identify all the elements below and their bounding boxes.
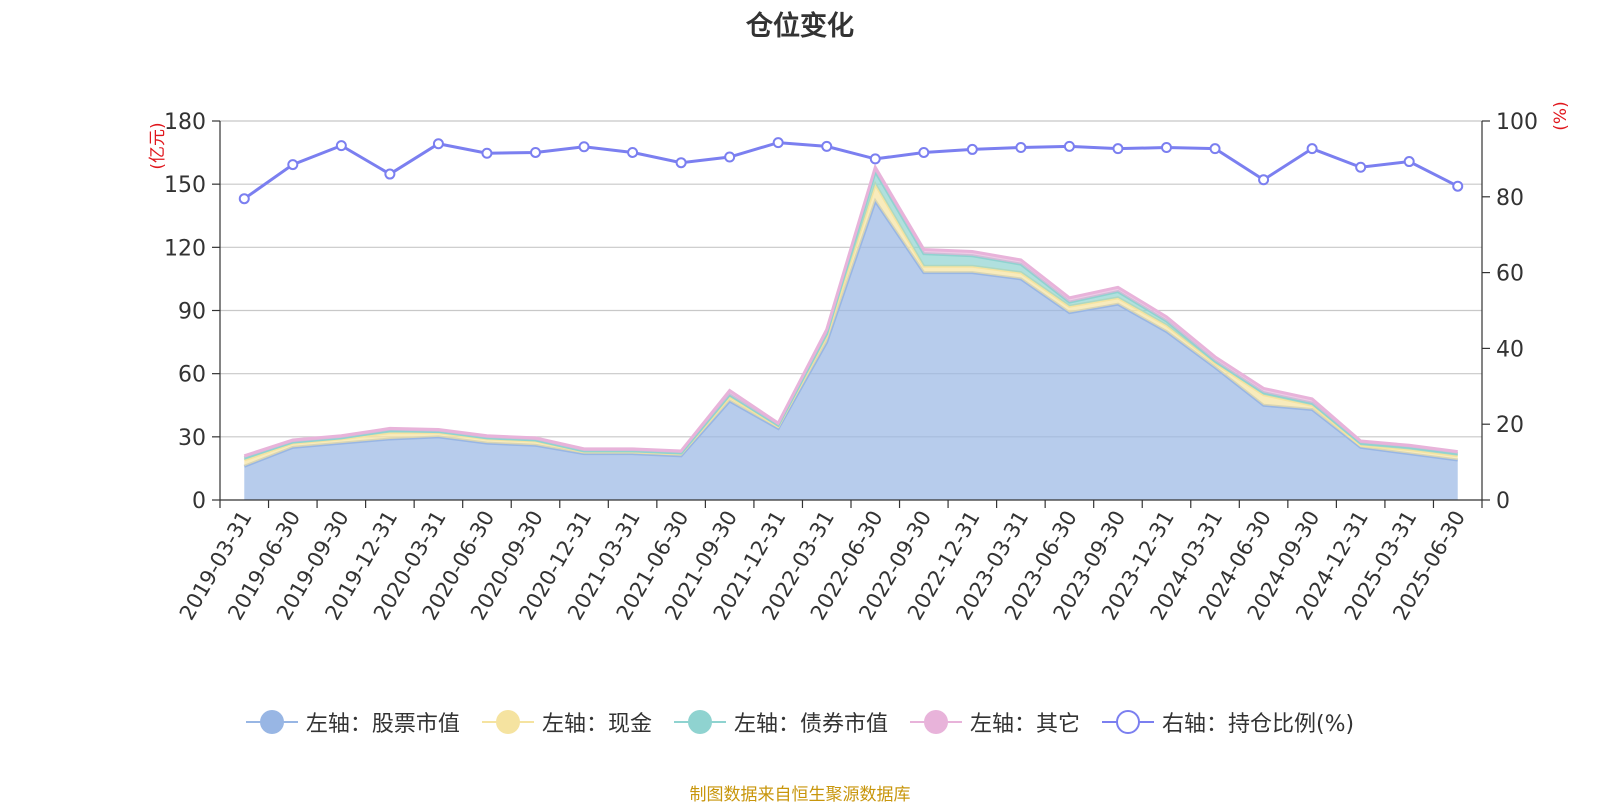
- legend-item[interactable]: 左轴：现金: [481, 706, 652, 738]
- ratio-point: [432, 138, 444, 150]
- ratio-point: [918, 146, 930, 158]
- legend-marker-icon: [245, 707, 298, 737]
- ratio-point: [1112, 143, 1124, 155]
- ratio-point: [1015, 142, 1027, 154]
- legend-label: 左轴：现金: [541, 712, 652, 737]
- legend-marker-icon: [481, 707, 534, 737]
- area-edge-左轴：其它: [243, 163, 1458, 458]
- right-axis-unit: (%): [1551, 101, 1571, 130]
- left-tick-label: 0: [192, 489, 206, 514]
- ratio-point: [1258, 174, 1270, 186]
- chart-title: 仓位变化: [746, 11, 854, 42]
- stacked-areas: [243, 163, 1458, 500]
- left-axis-unit: (亿元): [148, 122, 168, 169]
- area-左轴：现金: [244, 184, 1458, 467]
- source-note: 制图数据来自恒生聚源数据库: [689, 785, 911, 805]
- ratio-point: [1306, 143, 1318, 155]
- left-tick-label: 150: [164, 173, 206, 198]
- legend-item[interactable]: 左轴：债券市值: [673, 706, 888, 738]
- left-tick-label: 120: [164, 236, 206, 261]
- legend-marker-icon: [673, 707, 726, 737]
- right-tick-label: 0: [1496, 489, 1510, 514]
- left-tick-label: 90: [178, 300, 206, 325]
- ratio-point: [530, 146, 541, 158]
- legend-label: 左轴：其它: [969, 712, 1080, 737]
- ratio-point: [966, 143, 978, 155]
- legend-marker-icon: [1101, 707, 1154, 737]
- ratio-point: [287, 159, 299, 171]
- axes: [212, 120, 1490, 508]
- right-tick-label: 100: [1496, 110, 1538, 135]
- ratio-point: [1209, 143, 1221, 155]
- ratio-point: [675, 157, 687, 169]
- ratio-point: [1063, 140, 1075, 152]
- left-tick-label: 30: [178, 426, 206, 451]
- right-tick-label: 80: [1496, 186, 1524, 211]
- ratio-point: [772, 137, 784, 149]
- left-tick-label: 180: [164, 110, 206, 135]
- left-tick-label: 60: [178, 363, 206, 388]
- ratio-point: [821, 140, 833, 152]
- ratio-point: [1161, 142, 1172, 154]
- ratio-point: [335, 140, 347, 152]
- legend-item[interactable]: 右轴：持仓比例(%): [1101, 706, 1355, 738]
- legend-label: 左轴：股票市值: [305, 712, 460, 737]
- right-tick-label: 40: [1496, 337, 1524, 362]
- ratio-point: [238, 193, 250, 205]
- ratio-point: [869, 153, 881, 165]
- ratio-point: [1403, 156, 1415, 168]
- legend-marker-icon: [909, 707, 962, 737]
- ratio-line-path: [243, 141, 1459, 200]
- legend-item[interactable]: 左轴：股票市值: [245, 706, 460, 738]
- ratio-point: [481, 147, 493, 159]
- ratio-point: [1452, 180, 1464, 192]
- right-tick-label: 20: [1496, 413, 1524, 438]
- legend-item[interactable]: 左轴：其它: [909, 706, 1080, 738]
- ratio-line: [238, 137, 1464, 205]
- ratio-point: [1355, 161, 1367, 173]
- legend-label: 右轴：持仓比例(%): [1161, 712, 1355, 737]
- ratio-point: [384, 168, 396, 180]
- right-tick-label: 60: [1496, 262, 1524, 287]
- area-左轴：股票市值: [244, 201, 1458, 500]
- ratio-point: [627, 146, 639, 158]
- legend: 左轴：股票市值 左轴：现金 左轴：债券市值 左轴：其它 右轴：持仓比例(%): [0, 706, 1600, 738]
- legend-label: 左轴：债券市值: [733, 712, 888, 737]
- ratio-point: [724, 151, 736, 163]
- ratio-point: [578, 141, 590, 153]
